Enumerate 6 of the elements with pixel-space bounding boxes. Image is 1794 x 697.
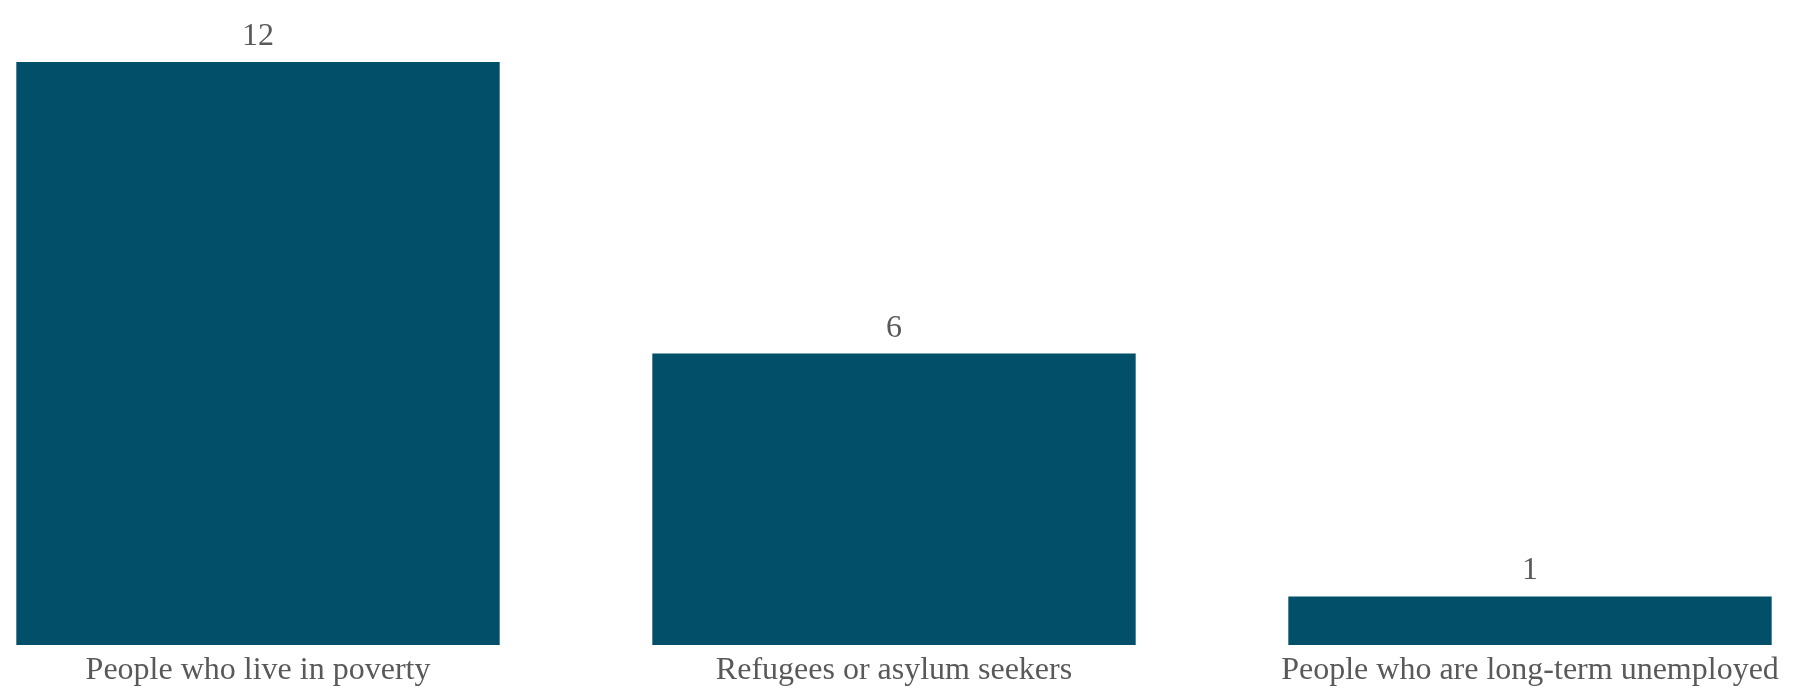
- x-tick-label: People who live in poverty: [85, 649, 431, 686]
- data-label: 6: [886, 307, 902, 344]
- x-tick-label: People who are long-term unemployed: [1281, 649, 1779, 686]
- x-tick-label: Refugees or asylum seekers: [715, 649, 1073, 686]
- data-label: 12: [242, 16, 274, 52]
- data-label: 1: [1522, 550, 1538, 587]
